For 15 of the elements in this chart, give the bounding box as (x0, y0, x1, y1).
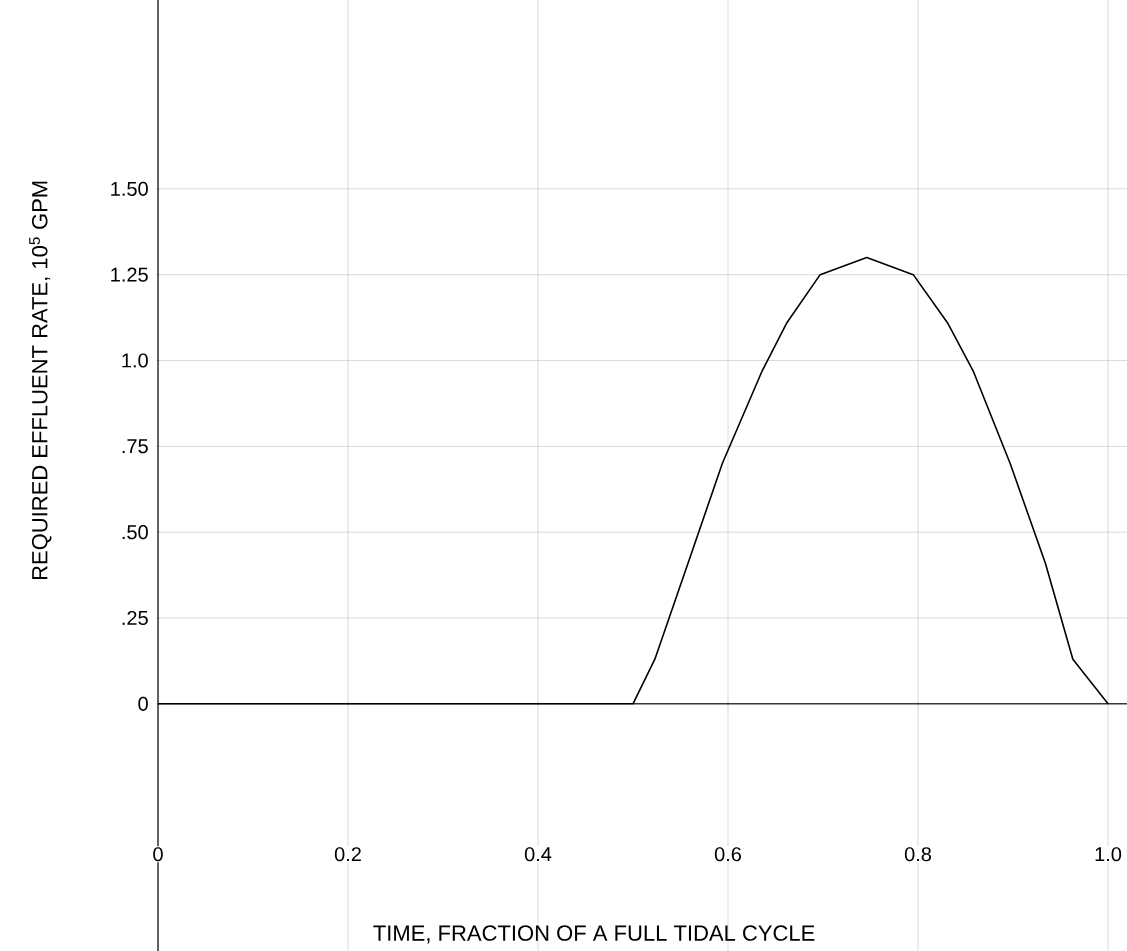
x-axis-title: TIME, FRACTION OF A FULL TIDAL CYCLE (373, 925, 815, 944)
x-tick-label: 0.6 (714, 847, 742, 862)
y-tick-label: 1.25 (111, 267, 148, 282)
x-tick-label: 0.2 (334, 847, 361, 862)
x-tick-label: 0.8 (904, 847, 932, 862)
x-tick-label: 1.0 (1095, 847, 1122, 862)
x-tick-label: 0.4 (524, 847, 552, 862)
y-tick-label: .75 (122, 439, 148, 454)
y-tick-label: 1.0 (122, 353, 148, 368)
y-tick-label: 1.50 (111, 181, 148, 196)
y-tick-label: .50 (122, 525, 148, 540)
y-axis-title: REQUIRED EFFLUENT RATE, 10$^{5}$ GPM (29, 181, 52, 580)
y-tick-label: .25 (122, 610, 148, 626)
y-tick-label: 0 (138, 696, 148, 711)
x-tick-label: 0 (153, 847, 163, 862)
